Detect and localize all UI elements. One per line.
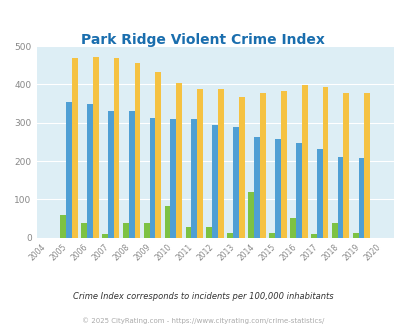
- Bar: [295, 143, 301, 238]
- Bar: [247, 192, 254, 238]
- Text: Crime Index corresponds to incidents per 100,000 inhabitants: Crime Index corresponds to incidents per…: [72, 292, 333, 301]
- Bar: [123, 223, 128, 238]
- Bar: [322, 87, 328, 238]
- Bar: [352, 233, 358, 238]
- Bar: [107, 111, 113, 238]
- Bar: [102, 234, 107, 238]
- Bar: [259, 93, 265, 238]
- Bar: [289, 218, 295, 238]
- Bar: [310, 234, 316, 238]
- Bar: [239, 97, 244, 238]
- Bar: [134, 63, 140, 238]
- Bar: [149, 118, 155, 238]
- Bar: [170, 119, 176, 238]
- Text: © 2025 CityRating.com - https://www.cityrating.com/crime-statistics/: © 2025 CityRating.com - https://www.city…: [82, 317, 323, 324]
- Bar: [155, 72, 161, 238]
- Bar: [81, 223, 87, 238]
- Bar: [164, 206, 170, 238]
- Bar: [254, 137, 259, 238]
- Text: Park Ridge Violent Crime Index: Park Ridge Violent Crime Index: [81, 33, 324, 47]
- Bar: [217, 89, 224, 238]
- Bar: [280, 91, 286, 238]
- Bar: [316, 149, 322, 238]
- Bar: [343, 92, 348, 238]
- Bar: [269, 233, 274, 238]
- Bar: [128, 111, 134, 238]
- Bar: [301, 85, 307, 238]
- Bar: [331, 223, 337, 238]
- Bar: [60, 214, 66, 238]
- Bar: [143, 223, 149, 238]
- Bar: [337, 157, 343, 238]
- Bar: [358, 158, 363, 238]
- Bar: [212, 125, 217, 238]
- Bar: [191, 119, 197, 238]
- Bar: [232, 127, 239, 238]
- Bar: [206, 227, 212, 238]
- Bar: [197, 89, 202, 238]
- Bar: [72, 58, 77, 238]
- Bar: [87, 104, 92, 238]
- Bar: [176, 82, 182, 238]
- Bar: [66, 102, 72, 238]
- Bar: [92, 56, 98, 238]
- Bar: [227, 233, 232, 238]
- Bar: [274, 139, 280, 238]
- Bar: [113, 58, 119, 238]
- Bar: [363, 92, 369, 238]
- Bar: [185, 227, 191, 238]
